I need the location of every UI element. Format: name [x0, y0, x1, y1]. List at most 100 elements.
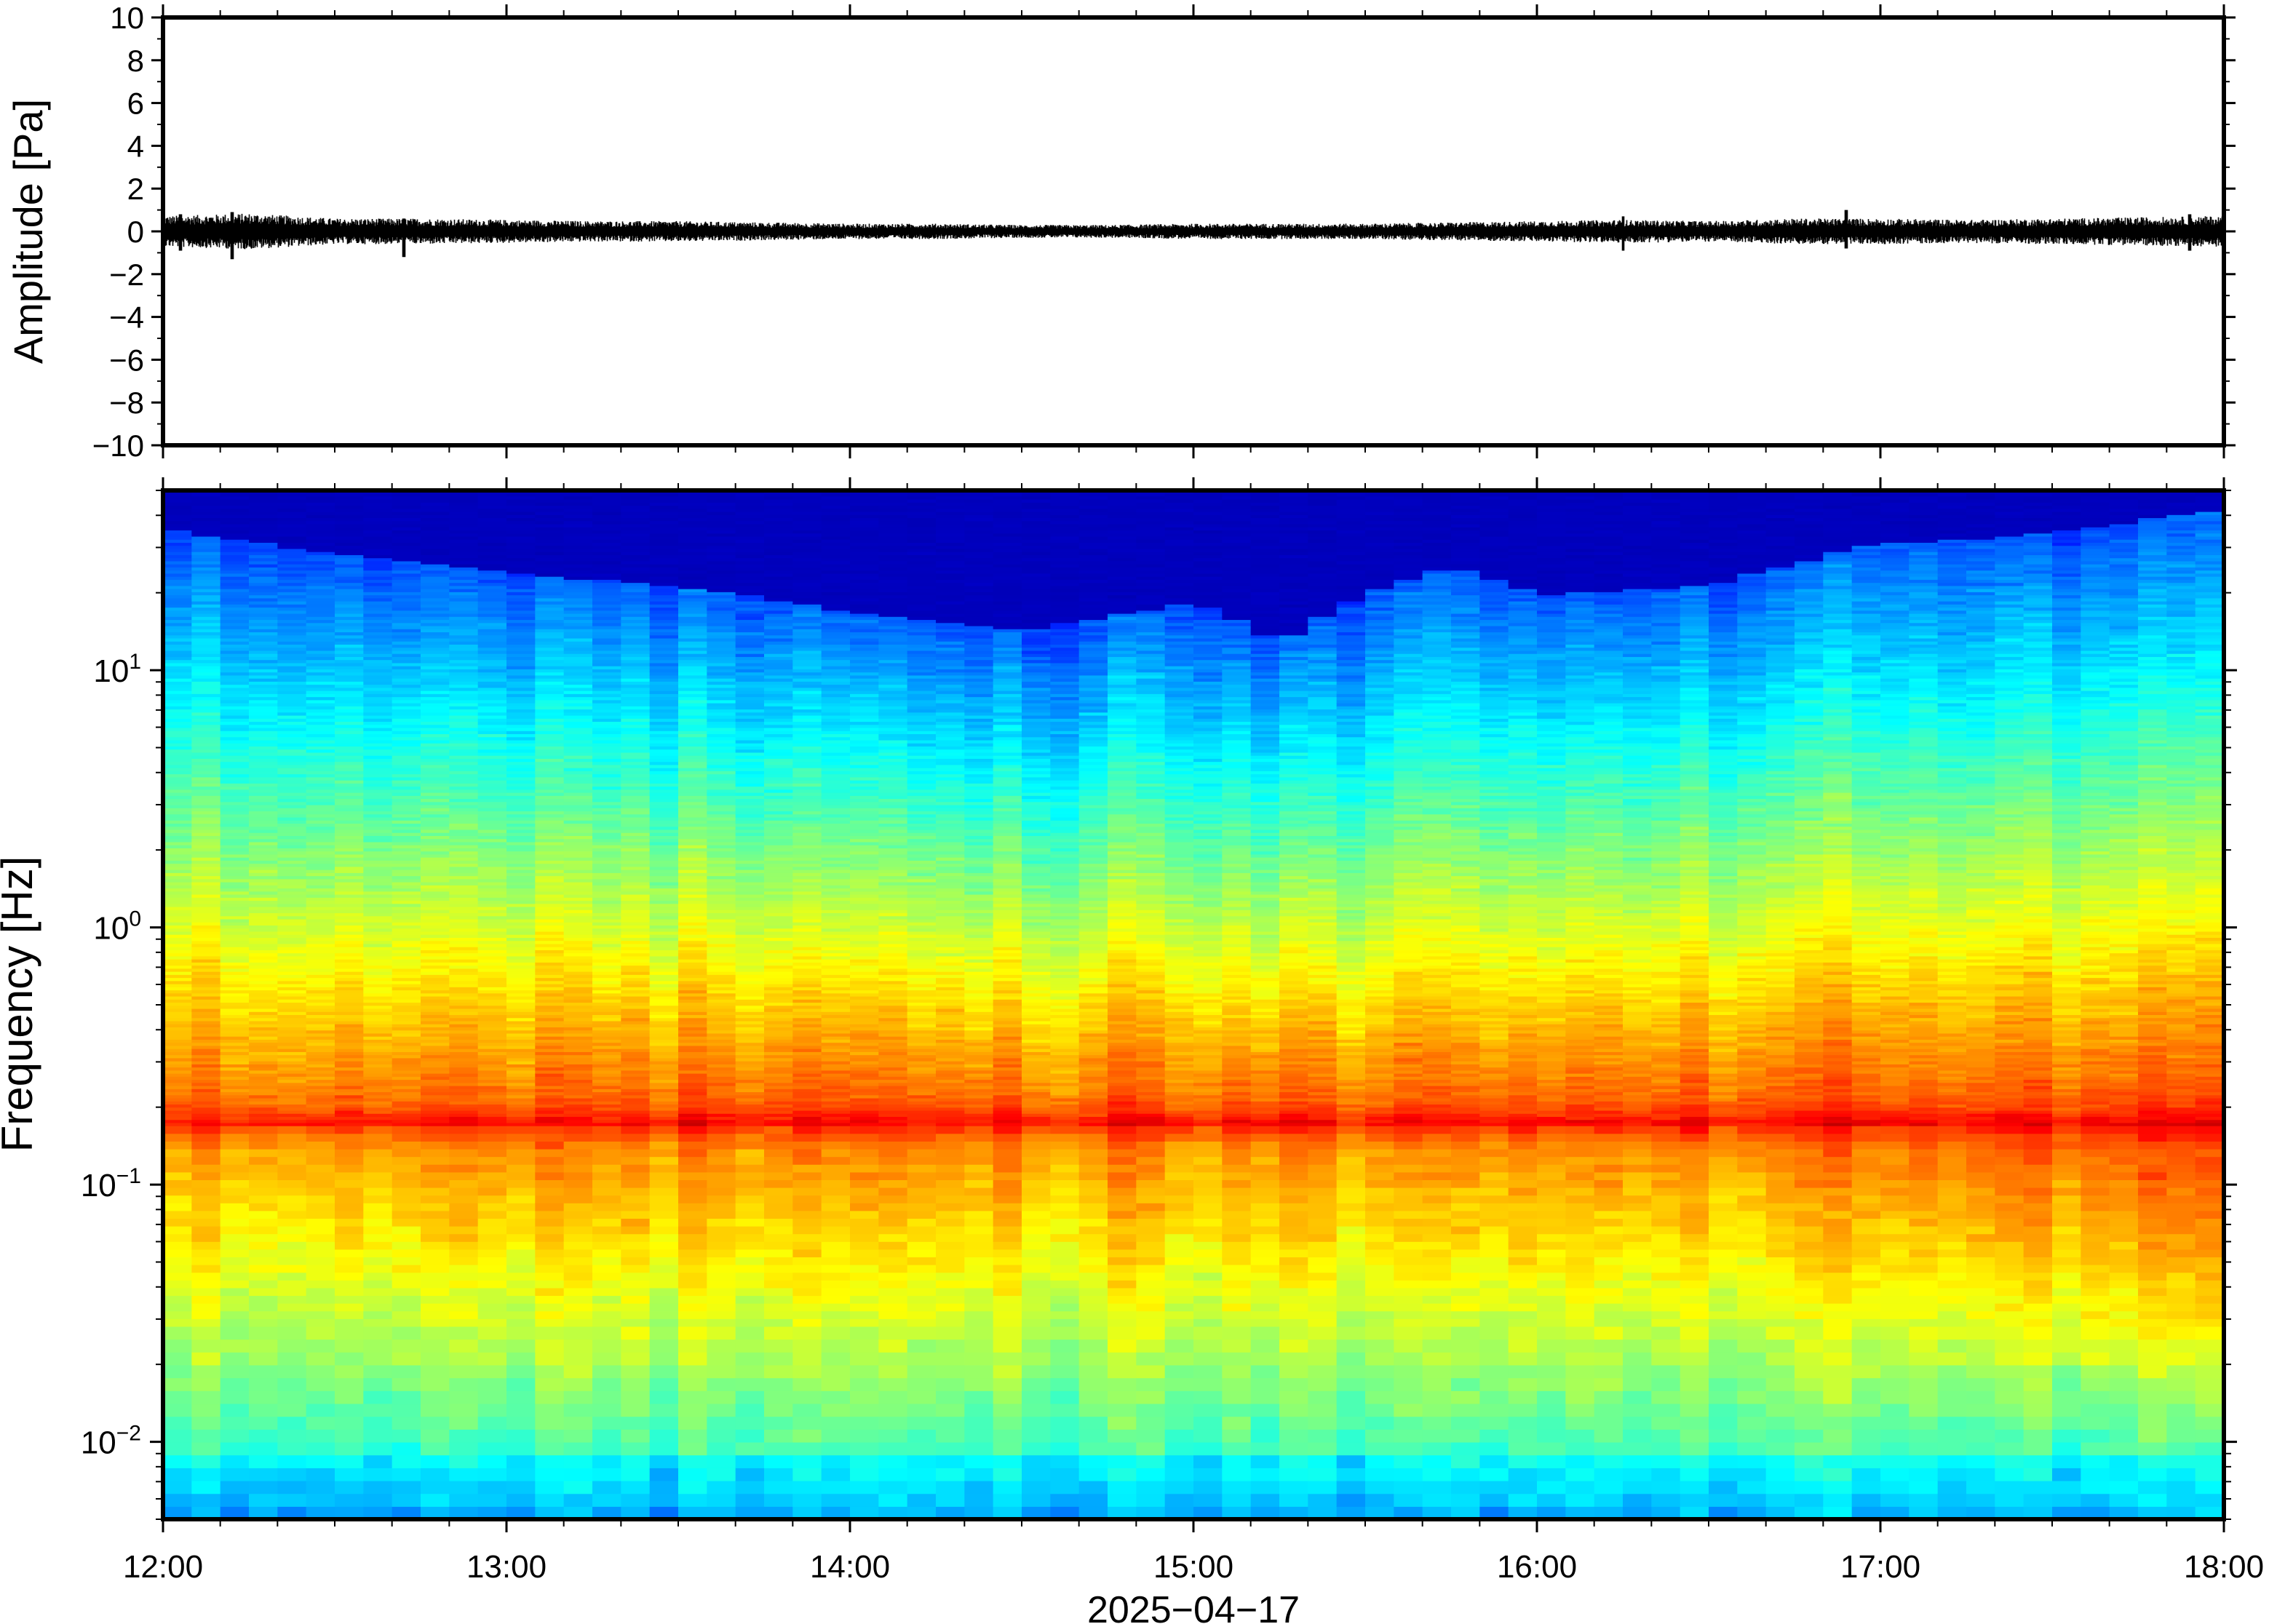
spectrogram-cell — [707, 768, 736, 771]
spectrogram-cell — [220, 743, 250, 747]
spectrogram-cell — [535, 1011, 564, 1015]
spectrogram-cell — [506, 678, 536, 682]
spectrogram-cell — [421, 1141, 450, 1149]
spectrogram-cell — [220, 626, 250, 629]
spectrogram-cell — [478, 589, 507, 592]
spectrogram-cell — [506, 1006, 536, 1009]
spectrogram-cell — [707, 733, 736, 737]
spectrogram-cell — [449, 888, 478, 892]
spectrogram-cell — [335, 656, 364, 660]
spectrogram-cell — [621, 934, 650, 938]
spectrogram-cell — [564, 1086, 593, 1089]
spectrogram-cell — [163, 1080, 192, 1083]
spectrogram-cell — [249, 1352, 278, 1365]
spectrogram-cell — [678, 1157, 707, 1165]
spectrogram-cell — [650, 1011, 679, 1015]
spectrogram-cell — [191, 854, 220, 858]
spectrogram-cell — [592, 780, 621, 784]
spectrogram-cell — [163, 900, 192, 904]
spectrogram-cell — [564, 740, 593, 744]
spectrogram-cell — [392, 1064, 421, 1067]
spectrogram-cell — [421, 1126, 450, 1134]
spectrogram-cell — [335, 1164, 364, 1172]
spectrogram-cell — [535, 536, 564, 540]
spectrogram-cell — [220, 1120, 250, 1123]
spectrogram-cell — [306, 558, 335, 562]
spectrogram-cell — [478, 693, 507, 697]
spectrogram-cell — [363, 542, 392, 546]
spectrogram-cell — [249, 1048, 278, 1052]
spectrogram-cell — [650, 586, 679, 589]
spectrogram-cell — [678, 990, 707, 994]
spectrogram-cell — [163, 706, 192, 709]
spectrogram-cell — [506, 740, 536, 744]
spectrogram-cell — [707, 941, 736, 944]
spectrogram-cell — [564, 527, 593, 530]
spectrogram-cell — [678, 539, 707, 543]
spectrogram-cell — [220, 823, 250, 827]
spectrogram-cell — [277, 867, 306, 870]
spectrogram-cell — [564, 1218, 593, 1226]
spectrogram-cell — [650, 1002, 679, 1006]
spectrogram-cell — [478, 752, 507, 756]
spectrogram-cell — [678, 1067, 707, 1071]
spectrogram-cell — [564, 1318, 593, 1326]
spectrogram-cell — [392, 1048, 421, 1052]
spectrogram-cell — [621, 984, 650, 987]
spectrogram-cell — [650, 573, 679, 577]
spectrogram-cell — [506, 931, 536, 935]
spectrogram-cell — [678, 746, 707, 749]
spectrogram-cell — [678, 521, 707, 525]
spectrogram-cell — [335, 792, 364, 796]
spectrogram-cell — [707, 912, 736, 916]
spectrogram-cell — [592, 533, 621, 537]
spectrogram-cell — [564, 567, 593, 570]
spectrogram-cell — [191, 835, 220, 839]
spectrogram-cell — [220, 737, 250, 741]
spectrogram-cell — [535, 685, 564, 688]
spectrogram-cell — [421, 1311, 450, 1319]
spectrogram-cell — [392, 514, 421, 518]
spectrogram-cell — [421, 524, 450, 528]
spectrogram-cell — [306, 1120, 335, 1123]
spectrogram-cell — [564, 978, 593, 982]
spectrogram-cell — [163, 709, 192, 712]
spectrogram-cell — [592, 1043, 621, 1046]
spectrogram-cell — [191, 616, 220, 620]
spectrogram-cell — [335, 762, 364, 765]
spectrogram-cell — [506, 493, 536, 497]
spectrogram-cell — [191, 1091, 220, 1095]
spectrogram-cell — [678, 1091, 707, 1095]
spectrogram-cell — [421, 669, 450, 672]
spectrogram-cell — [363, 1149, 392, 1157]
spectrogram-cell — [707, 1455, 736, 1468]
spectrogram-cell — [506, 1318, 536, 1326]
spectrogram-cell — [564, 746, 593, 749]
spectrogram-cell — [650, 626, 679, 629]
spectrogram-cell — [621, 512, 650, 515]
spectrogram-cell — [650, 549, 679, 552]
spectrogram-cell — [478, 613, 507, 617]
spectrogram-cell — [478, 941, 507, 944]
spectrogram-cell — [478, 712, 507, 716]
spectrogram-cell — [478, 536, 507, 540]
spectrogram-cell — [707, 746, 736, 749]
spectrogram-cell — [535, 648, 564, 651]
spectrogram-cell — [249, 693, 278, 697]
spectrogram-cell — [220, 947, 250, 950]
spectrogram-cell — [592, 725, 621, 728]
spectrogram-cell — [478, 805, 507, 808]
spectrogram-cell — [621, 1006, 650, 1009]
spectrogram-cell — [621, 1058, 650, 1062]
spectrogram-cell — [707, 777, 736, 781]
spectrogram-cell — [249, 703, 278, 706]
spectrogram-cell — [592, 1265, 621, 1273]
spectrogram-cell — [621, 1442, 650, 1455]
spectrogram-cell — [191, 709, 220, 712]
spectrogram-cell — [249, 561, 278, 565]
spectrogram-cell — [363, 771, 392, 774]
spectrogram-cell — [650, 777, 679, 781]
spectrogram-cell — [506, 962, 536, 966]
spectrogram-cell — [650, 848, 679, 851]
spectrogram-cell — [650, 576, 679, 580]
